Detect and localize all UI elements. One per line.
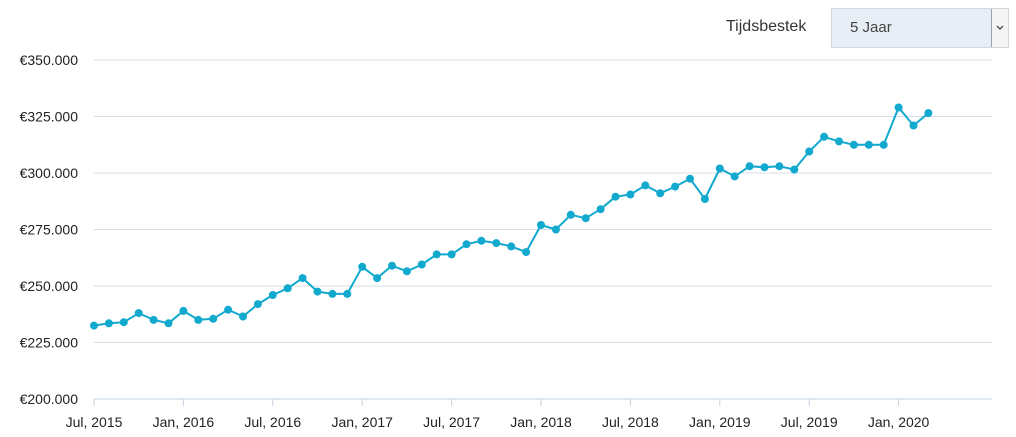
x-tick-label: Jan, 2016: [153, 414, 215, 430]
price-point: [879, 140, 888, 149]
price-point: [924, 109, 933, 118]
price-point: [432, 250, 441, 259]
price-point: [134, 309, 143, 318]
x-tick-label: Jul, 2015: [66, 414, 123, 430]
price-point: [566, 210, 575, 219]
price-point: [164, 319, 173, 328]
price-point: [253, 300, 262, 309]
y-tick-label: €225.000: [20, 335, 79, 351]
y-tick-label: €275.000: [20, 222, 79, 238]
price-point: [715, 164, 724, 173]
price-point: [760, 163, 769, 172]
price-point: [209, 314, 218, 323]
price-point: [90, 321, 98, 330]
price-point: [507, 242, 516, 251]
price-point: [417, 260, 426, 269]
y-tick-label: €350.000: [20, 52, 79, 68]
timeframe-select[interactable]: 5 Jaar: [831, 8, 1009, 48]
x-tick-label: Jan, 2020: [868, 414, 930, 430]
price-point: [462, 240, 471, 249]
price-point: [343, 289, 352, 298]
y-tick-label: €250.000: [20, 278, 79, 294]
price-point: [179, 306, 188, 315]
price-point: [373, 274, 382, 283]
price-point: [909, 121, 918, 130]
price-point: [537, 221, 545, 229]
x-tick-label: Jul, 2019: [781, 414, 838, 430]
price-point: [700, 195, 709, 203]
price-point: [820, 132, 829, 141]
price-point: [835, 137, 843, 146]
price-point: [149, 315, 158, 324]
y-tick-label: €325.000: [20, 109, 79, 125]
price-point: [477, 236, 486, 245]
price-point: [104, 319, 113, 328]
price-point: [313, 287, 322, 296]
x-tick-label: Jul, 2017: [423, 414, 480, 430]
price-point: [611, 192, 620, 201]
y-tick-label: €300.000: [20, 165, 79, 181]
price-point: [358, 262, 367, 271]
price-point: [194, 315, 203, 324]
price-point: [283, 284, 292, 293]
x-tick-label: Jul, 2018: [602, 414, 659, 430]
price-point: [745, 162, 754, 171]
price-point: [551, 225, 560, 234]
price-point: [328, 289, 337, 298]
price-point: [656, 189, 665, 198]
price-point: [864, 140, 873, 149]
price-point: [224, 305, 233, 314]
y-tick-label: €200.000: [20, 391, 79, 407]
price-point: [119, 318, 128, 327]
price-point: [492, 239, 501, 248]
price-point: [596, 205, 605, 214]
price-series-line: [93, 106, 930, 327]
chevron-down-icon[interactable]: [991, 9, 1008, 47]
price-point: [894, 103, 903, 112]
x-tick-label: Jul, 2016: [244, 414, 301, 430]
timeframe-label: Tijdsbestek: [726, 18, 807, 35]
price-point: [790, 165, 799, 174]
x-tick-label: Jan, 2018: [510, 414, 572, 430]
x-tick-label: Jan, 2019: [689, 414, 751, 430]
price-point: [522, 248, 531, 257]
price-point: [849, 140, 858, 149]
price-point: [581, 214, 590, 223]
price-point: [805, 147, 814, 156]
price-point: [626, 190, 635, 199]
price-point: [671, 182, 680, 191]
timeframe-select-value: 5 Jaar: [850, 19, 892, 36]
price-point: [775, 162, 784, 171]
price-point: [402, 267, 411, 276]
price-point: [686, 174, 694, 183]
x-tick-label: Jan, 2017: [331, 414, 393, 430]
price-point: [447, 250, 456, 259]
price-point: [730, 172, 739, 181]
price-point: [641, 181, 650, 190]
price-point: [298, 274, 307, 283]
price-point: [388, 261, 396, 270]
price-point: [268, 291, 277, 299]
price-point: [239, 312, 247, 321]
